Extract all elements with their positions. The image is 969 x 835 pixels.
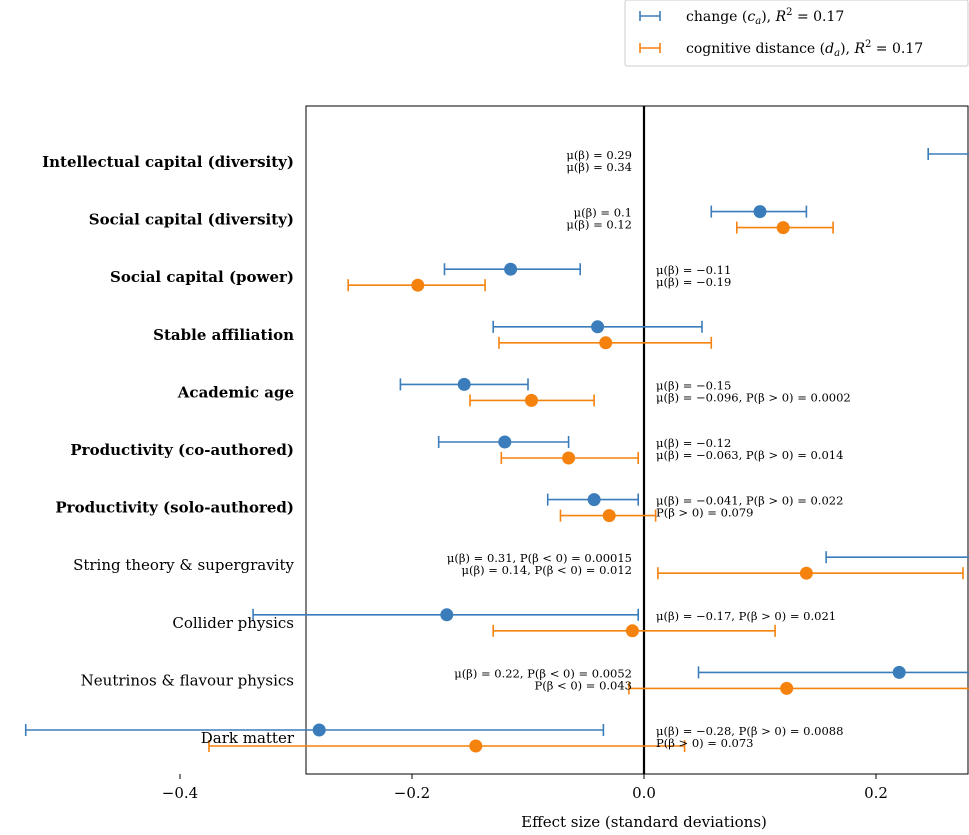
beta-annotation: μ(β) = −0.041, P(β > 0) = 0.022 xyxy=(656,494,843,508)
mean-point xyxy=(562,451,576,465)
mean-point xyxy=(524,393,538,407)
y-category-label: Intellectual capital (diversity) xyxy=(42,153,294,171)
mean-point xyxy=(799,566,813,580)
y-category-label: Collider physics xyxy=(172,614,294,632)
mean-point xyxy=(469,739,483,753)
mean-point xyxy=(776,221,790,235)
y-category-label: Stable affiliation xyxy=(153,326,294,344)
beta-annotation: P(β > 0) = 0.073 xyxy=(656,736,754,750)
mean-point xyxy=(753,205,767,219)
mean-point xyxy=(312,723,326,737)
legend-label-change: change (ca), R2 = 0.17 xyxy=(686,7,844,27)
mean-point xyxy=(504,262,518,276)
beta-annotation: μ(β) = 0.22, P(β < 0) = 0.0052 xyxy=(454,666,632,680)
beta-annotation: μ(β) = 0.14, P(β < 0) = 0.012 xyxy=(462,563,632,577)
mean-point xyxy=(498,435,512,449)
x-tick-label: −0.2 xyxy=(394,784,430,802)
plot-frame xyxy=(305,105,969,775)
legend-box xyxy=(624,0,969,67)
legend-label-distance: cognitive distance (da), R2 = 0.17 xyxy=(686,39,923,59)
beta-annotation: P(β > 0) = 0.079 xyxy=(656,506,754,520)
mean-point xyxy=(587,493,601,507)
mean-point xyxy=(892,665,906,679)
beta-annotation: μ(β) = −0.28, P(β > 0) = 0.0088 xyxy=(656,724,843,738)
mean-point xyxy=(411,278,425,292)
x-axis-label: Effect size (standard deviations) xyxy=(521,813,767,831)
legend-entry-change: change (ca), R2 = 0.17 xyxy=(639,7,844,27)
mean-point xyxy=(599,336,613,350)
mean-point xyxy=(625,624,639,638)
y-category-label: Productivity (solo-authored) xyxy=(55,499,294,517)
mean-point xyxy=(602,509,616,523)
y-category-label: Productivity (co-authored) xyxy=(70,441,294,459)
beta-annotation: μ(β) = 0.29 xyxy=(566,148,632,162)
beta-annotation: μ(β) = −0.063, P(β > 0) = 0.014 xyxy=(656,448,843,462)
mean-point xyxy=(591,320,605,334)
x-tick-label: −0.4 xyxy=(162,784,198,802)
y-category-label: Neutrinos & flavour physics xyxy=(81,671,294,689)
beta-annotation: μ(β) = −0.11 xyxy=(656,263,731,277)
mean-point xyxy=(780,681,794,695)
beta-annotation: μ(β) = −0.15 xyxy=(656,378,731,392)
x-tick-label: 0.0 xyxy=(632,784,656,802)
beta-annotation: P(β < 0) = 0.043 xyxy=(535,678,633,692)
beta-annotation: μ(β) = −0.19 xyxy=(656,275,731,289)
legend: change (ca), R2 = 0.17 cognitive distanc… xyxy=(624,0,969,67)
mean-point xyxy=(440,608,454,622)
y-category-label: Social capital (power) xyxy=(110,268,294,286)
beta-annotation: μ(β) = 0.12 xyxy=(566,218,632,232)
y-category-label: String theory & supergravity xyxy=(73,556,294,574)
x-tick-label: 0.2 xyxy=(864,784,888,802)
beta-annotation: μ(β) = −0.17, P(β > 0) = 0.021 xyxy=(656,609,836,623)
y-category-label: Social capital (diversity) xyxy=(89,211,294,229)
mean-point xyxy=(457,377,471,391)
y-category-label: Dark matter xyxy=(201,729,295,747)
beta-annotation: μ(β) = −0.096, P(β > 0) = 0.0002 xyxy=(656,390,851,404)
beta-annotation: μ(β) = 0.34 xyxy=(566,160,632,174)
y-category-label: Academic age xyxy=(177,383,294,401)
legend-entry-distance: cognitive distance (da), R2 = 0.17 xyxy=(639,39,923,59)
beta-annotation: μ(β) = 0.1 xyxy=(574,206,632,220)
beta-annotation: μ(β) = 0.31, P(β < 0) = 0.00015 xyxy=(447,551,632,565)
beta-annotation: μ(β) = −0.12 xyxy=(656,436,731,450)
